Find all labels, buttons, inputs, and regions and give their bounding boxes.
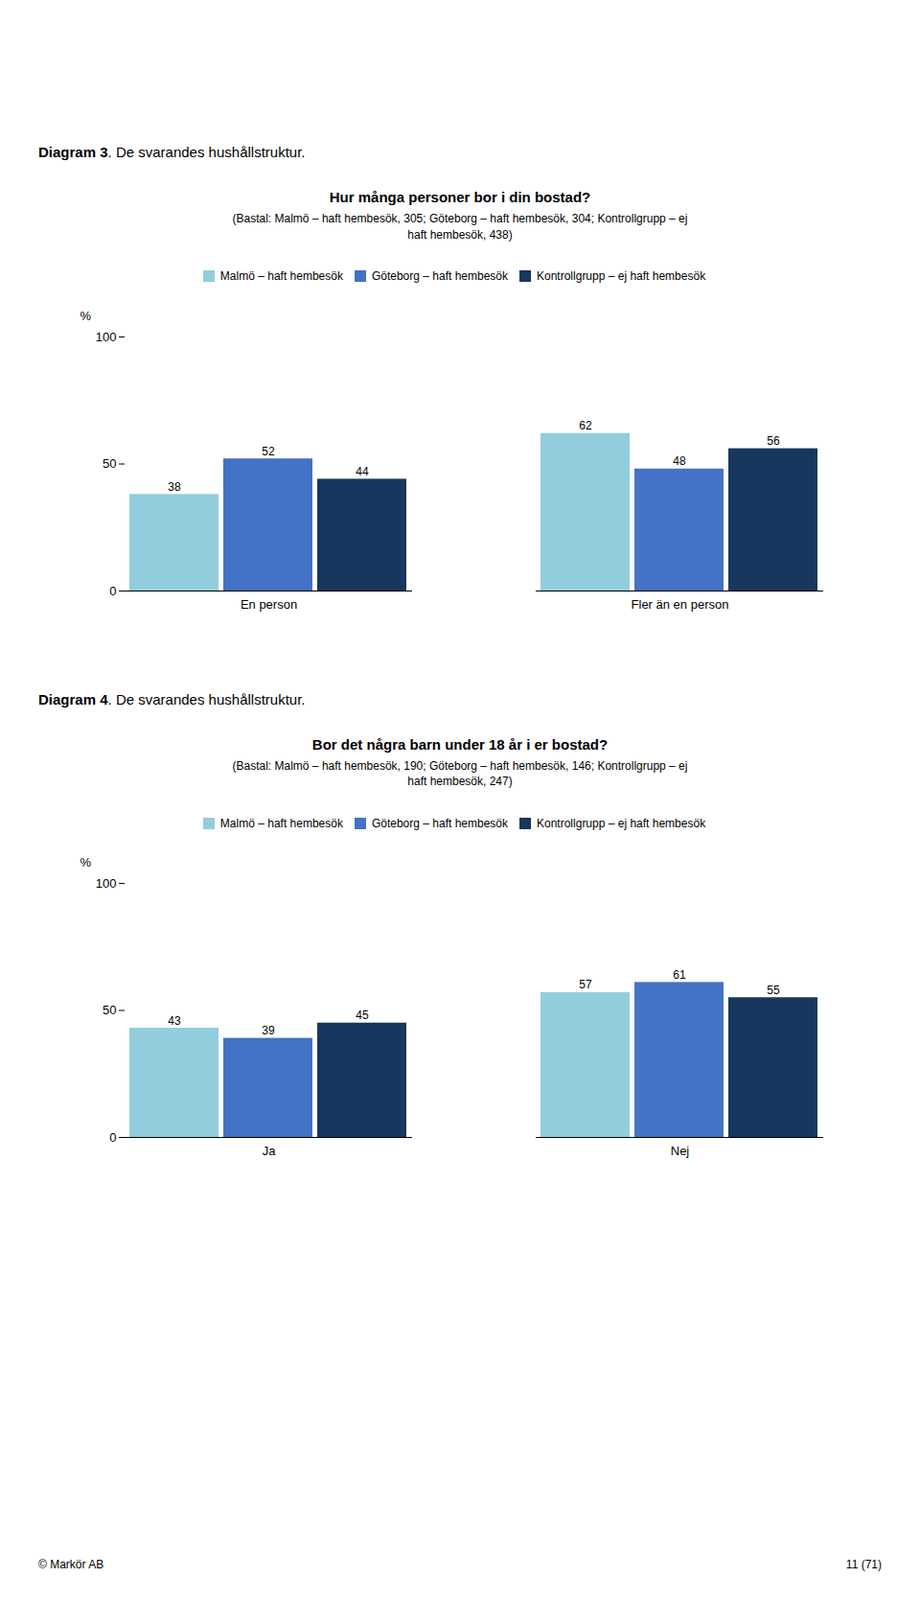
html-text:(Bastal: Malmö – haft hembesök: (Bastal: Malmö – haft hembesök, 305; Göt… [232,211,688,242]
html-text:Diagram 3. De svarandes hushål: Diagram 3. De svarandes hushållstruktur. [38,143,306,161]
svg-text:50: 50 [102,1002,116,1017]
svg-text:43: 43 [167,1013,182,1028]
html-text:Malmö – haft hembesök: Malmö – haft hembesök [220,816,343,830]
svg-text:%: % [80,854,92,870]
html-text:Göteborg – haft hembesök: Göteborg – haft hembesök [371,269,508,283]
svg-text:0: 0 [109,1129,116,1145]
html-text:Hur många personer bor i din b: Hur många personer bor i din bostad? [329,188,591,206]
svg-text:Ja: Ja [262,1143,277,1158]
svg-text:Nej: Nej [670,1143,690,1158]
svg-text:48: 48 [672,454,687,468]
svg-text:62: 62 [578,418,593,433]
svg-text:En person: En person [240,596,298,611]
svg-text:61: 61 [672,967,687,982]
svg-text:50: 50 [102,456,116,471]
html-text:Diagram 4. De svarandes hushål: Diagram 4. De svarandes hushållstruktur. [38,690,306,707]
svg-text:38: 38 [167,479,182,493]
svg-text:52: 52 [261,443,276,458]
svg-text:39: 39 [261,1023,276,1037]
html-text:© Markör AB: © Markör AB [38,1557,104,1571]
svg-text:45: 45 [355,1008,369,1022]
html-text:Kontrollgrupp – ej haft hembes: Kontrollgrupp – ej haft hembesök [536,269,706,283]
html-text:Malmö – haft hembesök: Malmö – haft hembesök [220,269,343,283]
html-text:Göteborg – haft hembesök: Göteborg – haft hembesök [371,816,508,830]
svg-text:56: 56 [766,434,781,448]
svg-text:100: 100 [95,875,117,891]
svg-text:44: 44 [355,463,369,478]
html-text:Bor det några barn under 18 år: Bor det några barn under 18 år i er bost… [312,735,608,752]
svg-text:55: 55 [766,983,781,997]
html-text:Kontrollgrupp – ej haft hembes: Kontrollgrupp – ej haft hembesök [536,816,706,830]
html-text:11 (71): 11 (71) [846,1557,882,1571]
svg-text:100: 100 [95,328,117,344]
svg-text:Fler än en person: Fler än en person [631,596,730,611]
html-text:(Bastal: Malmö – haft hembesök: (Bastal: Malmö – haft hembesök, 190; Göt… [232,758,688,789]
svg-text:57: 57 [578,978,593,992]
svg-text:0: 0 [109,582,116,598]
svg-text:%: % [80,307,92,322]
